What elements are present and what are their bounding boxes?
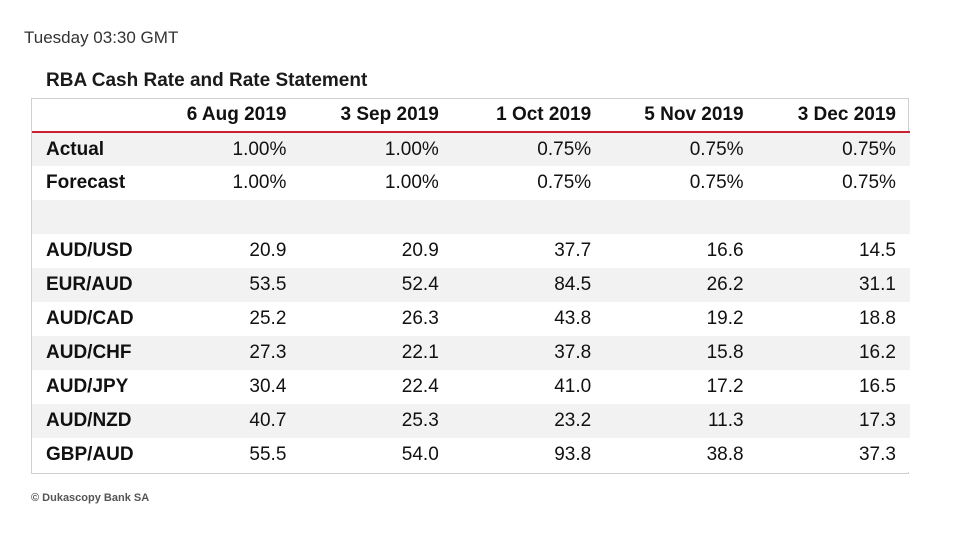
row-label: AUD/NZD	[32, 404, 148, 438]
table-cell: 40.7	[148, 404, 301, 438]
table-cell: 18.8	[757, 302, 910, 336]
table-cell: 23.2	[452, 404, 606, 438]
table-cell: 1.00%	[148, 132, 301, 166]
table-cell: 84.5	[452, 268, 606, 302]
row-label: AUD/CAD	[32, 302, 148, 336]
table-cell: 38.8	[605, 438, 758, 472]
table-row: EUR/AUD 53.5 52.4 84.5 26.2 31.1	[32, 268, 910, 302]
row-label: EUR/AUD	[32, 268, 148, 302]
row-label: GBP/AUD	[32, 438, 148, 472]
table-cell: 27.3	[148, 336, 301, 370]
table-row: Actual 1.00% 1.00% 0.75% 0.75% 0.75%	[32, 132, 910, 166]
table-cell: 30.4	[148, 370, 301, 404]
table-cell: 0.75%	[605, 132, 758, 166]
table-cell	[605, 200, 758, 234]
table-cell: 52.4	[300, 268, 453, 302]
table-cell: 0.75%	[452, 166, 606, 200]
table-title: RBA Cash Rate and Rate Statement	[46, 70, 368, 91]
column-header: 3 Sep 2019	[300, 99, 453, 133]
row-label	[32, 200, 148, 234]
table-cell: 53.5	[148, 268, 301, 302]
spacer-row	[32, 200, 910, 234]
table-cell: 16.6	[605, 234, 758, 268]
table-cell: 20.9	[148, 234, 301, 268]
row-label: Forecast	[32, 166, 148, 200]
table-cell: 25.2	[148, 302, 301, 336]
table-cell: 0.75%	[605, 166, 758, 200]
table-cell: 0.75%	[452, 132, 606, 166]
table-row: AUD/USD 20.9 20.9 37.7 16.6 14.5	[32, 234, 910, 268]
table-row: Forecast 1.00% 1.00% 0.75% 0.75% 0.75%	[32, 166, 910, 200]
row-label: Actual	[32, 132, 148, 166]
table-cell	[300, 200, 453, 234]
table-cell: 19.2	[605, 302, 758, 336]
timestamp: Tuesday 03:30 GMT	[24, 28, 179, 47]
table-cell: 11.3	[605, 404, 758, 438]
header-corner	[32, 99, 148, 133]
table-cell: 55.5	[148, 438, 301, 472]
table-cell: 1.00%	[300, 132, 453, 166]
table-cell: 14.5	[757, 234, 910, 268]
table-cell: 43.8	[452, 302, 606, 336]
table-row: AUD/CAD 25.2 26.3 43.8 19.2 18.8	[32, 302, 910, 336]
table-cell: 22.4	[300, 370, 453, 404]
table-cell: 41.0	[452, 370, 606, 404]
table-cell: 26.2	[605, 268, 758, 302]
table-cell: 16.2	[757, 336, 910, 370]
table-cell: 16.5	[757, 370, 910, 404]
table-cell: 31.1	[757, 268, 910, 302]
table-row: AUD/JPY 30.4 22.4 41.0 17.2 16.5	[32, 370, 910, 404]
table-cell	[452, 200, 606, 234]
table-row: AUD/NZD 40.7 25.3 23.2 11.3 17.3	[32, 404, 910, 438]
table-cell: 17.2	[605, 370, 758, 404]
rate-table-grid: 6 Aug 2019 3 Sep 2019 1 Oct 2019 5 Nov 2…	[32, 99, 910, 472]
table-cell	[757, 200, 910, 234]
row-label: AUD/JPY	[32, 370, 148, 404]
table-cell: 0.75%	[757, 132, 910, 166]
table-cell: 1.00%	[148, 166, 301, 200]
table-row: GBP/AUD 55.5 54.0 93.8 38.8 37.3	[32, 438, 910, 472]
column-header: 5 Nov 2019	[605, 99, 758, 133]
table-cell: 15.8	[605, 336, 758, 370]
table-header-row: 6 Aug 2019 3 Sep 2019 1 Oct 2019 5 Nov 2…	[32, 99, 910, 133]
column-header: 1 Oct 2019	[452, 99, 606, 133]
table-cell: 25.3	[300, 404, 453, 438]
table-cell: 93.8	[452, 438, 606, 472]
table-cell: 20.9	[300, 234, 453, 268]
table-cell: 22.1	[300, 336, 453, 370]
table-cell: 1.00%	[300, 166, 453, 200]
table-cell: 0.75%	[757, 166, 910, 200]
table-cell: 54.0	[300, 438, 453, 472]
table-cell	[148, 200, 301, 234]
copyright-footer: © Dukascopy Bank SA	[31, 492, 150, 504]
rate-table: 6 Aug 2019 3 Sep 2019 1 Oct 2019 5 Nov 2…	[31, 98, 910, 474]
row-label: AUD/USD	[32, 234, 148, 268]
table-cell: 17.3	[757, 404, 910, 438]
table-cell: 37.8	[452, 336, 606, 370]
column-header: 3 Dec 2019	[757, 99, 910, 133]
column-header: 6 Aug 2019	[148, 99, 301, 133]
table-row: AUD/CHF 27.3 22.1 37.8 15.8 16.2	[32, 336, 910, 370]
table-cell: 26.3	[300, 302, 453, 336]
row-label: AUD/CHF	[32, 336, 148, 370]
table-cell: 37.7	[452, 234, 606, 268]
table-cell: 37.3	[757, 438, 910, 472]
